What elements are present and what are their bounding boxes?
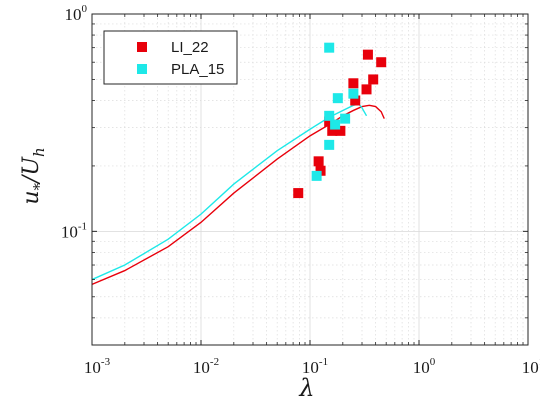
data-point-pla15 — [324, 110, 335, 121]
y-axis-label: u*/Uh — [19, 147, 48, 204]
data-point-li22 — [293, 188, 304, 199]
data-point-pla15 — [332, 93, 343, 104]
x-tick-label: 10-1 — [302, 356, 328, 377]
markers — [293, 42, 387, 199]
data-point-li22 — [376, 57, 387, 68]
data-point-li22 — [368, 74, 379, 85]
axis-ticks — [91, 13, 528, 346]
data-point-li22 — [348, 78, 359, 89]
legend-label-li22: LI_22 — [171, 39, 209, 56]
data-point-li22 — [361, 84, 372, 95]
data-point-li22 — [362, 49, 373, 60]
x-tick-label: 101 — [522, 356, 540, 377]
data-point-pla15 — [340, 113, 351, 124]
legend-label-pla15: PLA_15 — [171, 61, 224, 78]
y-tick-label: 100 — [65, 3, 88, 24]
data-point-pla15 — [330, 119, 341, 130]
data-point-pla15 — [311, 170, 322, 181]
legend-marker-pla15 — [137, 64, 147, 74]
x-tick-label: 100 — [413, 356, 436, 377]
y-tick-label: 10-1 — [61, 220, 87, 241]
data-point-li22 — [327, 125, 338, 136]
legend-marker-li22 — [137, 42, 147, 52]
data-point-li22 — [313, 156, 324, 167]
legend-box — [103, 30, 238, 85]
svg-text:u*/Uh: u*/Uh — [19, 147, 48, 204]
data-point-li22 — [335, 125, 346, 136]
data-point-li22 — [324, 116, 335, 127]
x-tick-label: 10-3 — [84, 356, 111, 377]
data-point-pla15 — [324, 139, 335, 150]
tick-labels: 10-3 10-2 10-1 100 101 10-1 100 — [61, 3, 540, 377]
legend: LI_22 PLA_15 — [103, 30, 238, 85]
x-tick-label: 10-2 — [193, 356, 219, 377]
data-point-li22 — [315, 165, 326, 176]
data-point-pla15 — [324, 42, 335, 53]
data-point-pla15 — [348, 88, 359, 99]
x-axis-label: λ — [298, 374, 314, 402]
data-point-li22 — [350, 95, 361, 106]
